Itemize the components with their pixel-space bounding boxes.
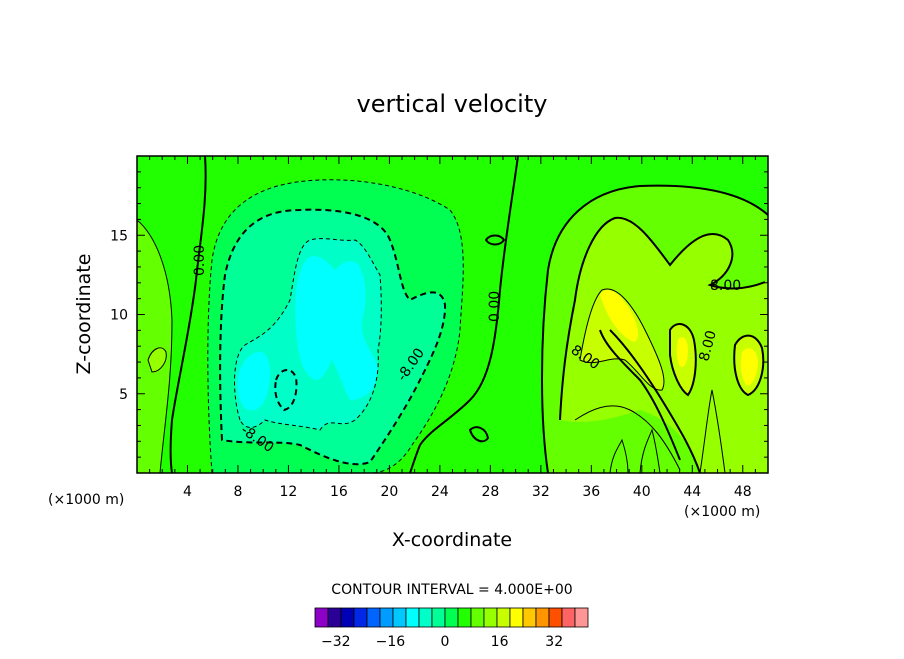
colorbar-swatch (483, 607, 498, 628)
contour-label-plus-8-vertical: 8.00 (696, 329, 720, 363)
x-unit-label-left: (×1000 m) (48, 492, 124, 508)
contour-line-minus-12 (234, 238, 382, 431)
x-tick-label: 20 (380, 484, 398, 500)
x-tick-label: 28 (481, 484, 499, 500)
x-axis-label: X-coordinate (392, 529, 512, 551)
contour-label-plus-8-right: 8.00 (710, 278, 741, 294)
contour-line-minus-8 (219, 208, 447, 466)
y-axis-ticks: 5 10 15 (110, 171, 768, 458)
y-axis-label: Z-coordinate (73, 254, 95, 375)
contour-line-zero-center (409, 156, 519, 473)
y-tick-label: 15 (110, 228, 128, 244)
x-tick-label: 36 (582, 484, 600, 500)
colorbar-swatch (353, 607, 368, 628)
colorbar-swatch (535, 607, 550, 628)
x-tick-label: 48 (734, 484, 752, 500)
colorbar-swatch (418, 607, 433, 628)
updraft-core-plus-16b (740, 348, 758, 386)
contour-line-minus-8-small (274, 369, 298, 412)
colorbar-swatch (561, 607, 576, 628)
x-tick-label: 24 (431, 484, 449, 500)
contour-line-zero-right (541, 184, 768, 473)
contour-line-plus-8c (599, 329, 681, 461)
colorbar-swatch (379, 607, 394, 628)
x-tick-label: 32 (532, 484, 550, 500)
colorbar-swatch (470, 607, 485, 628)
plot-area (137, 156, 768, 473)
colorbar-swatch (431, 607, 446, 628)
colorbar-swatch (444, 607, 459, 628)
colorbar-tick-label: −32 (321, 634, 351, 650)
colorbar-swatch (340, 607, 355, 628)
colorbar-swatch (457, 607, 472, 628)
chart-title: vertical velocity (357, 90, 548, 118)
contour-interval-text: CONTOUR INTERVAL = 4.000E+00 (331, 582, 572, 598)
y-tick-label: 10 (110, 308, 128, 324)
contour-line-right-wiggle2 (639, 428, 661, 473)
colorbar-swatch (392, 607, 407, 628)
contour-line-right-wiggle (699, 389, 726, 473)
contour-label-zero-left: 0.00 (192, 245, 208, 276)
colorbar-swatch (574, 607, 589, 628)
contour-line-minus-4 (207, 179, 464, 473)
contour-line-zero-small2 (468, 426, 490, 443)
colorbar (314, 607, 589, 628)
x-tick-label: 12 (280, 484, 298, 500)
updraft-left-edge (137, 220, 172, 473)
contour-line-left-edge (137, 219, 173, 473)
contour-line-zero-left (169, 156, 207, 473)
colorbar-swatch (327, 607, 342, 628)
downdraft-core-minus-16 (295, 256, 378, 400)
downdraft-core-left (237, 351, 271, 411)
colorbar-swatch (522, 607, 537, 628)
updraft-core-plus-16c (676, 337, 688, 368)
contour-line-plus-8 (559, 216, 766, 421)
colorbar-ticks: −32 −16 0 16 32 (321, 634, 563, 650)
colorbar-tick-label: −16 (376, 634, 406, 650)
contour-line-plus-4 (574, 405, 681, 471)
contour-line-right-wiggle3 (609, 438, 629, 473)
x-tick-label: 4 (183, 484, 192, 500)
colorbar-swatch (496, 607, 511, 628)
colorbar-swatch (366, 607, 381, 628)
contour-line-zero-small (484, 234, 506, 246)
contour-label-zero-center: 0.00 (487, 291, 503, 322)
updraft-core-plus-16 (600, 290, 639, 342)
colorbar-swatch (548, 607, 563, 628)
x-tick-label: 44 (683, 484, 701, 500)
updraft-region-plus-12 (580, 289, 665, 391)
x-unit-label-right: (×1000 m) (684, 504, 760, 520)
contour-line-plus-12b (669, 323, 697, 397)
colorbar-tick-label: 32 (545, 634, 563, 650)
x-tick-label: 40 (633, 484, 651, 500)
y-tick-label: 5 (119, 387, 128, 403)
colorbar-swatch (405, 607, 420, 628)
contour-line-plus-12 (579, 288, 665, 391)
updraft-left-small (148, 347, 167, 372)
colorbar-swatch (509, 607, 524, 628)
contour-line-plus-12c (733, 334, 765, 397)
x-axis-ticks: 4 8 12 16 20 24 28 32 36 40 44 48 (149, 156, 756, 500)
x-tick-label: 8 (233, 484, 242, 500)
colorbar-tick-label: 0 (441, 634, 450, 650)
x-tick-label: 16 (330, 484, 348, 500)
contour-line-left-small (147, 347, 167, 373)
colorbar-tick-label: 16 (491, 634, 509, 650)
colorbar-swatch (314, 607, 329, 628)
contour-line-plus-8b (609, 329, 701, 473)
